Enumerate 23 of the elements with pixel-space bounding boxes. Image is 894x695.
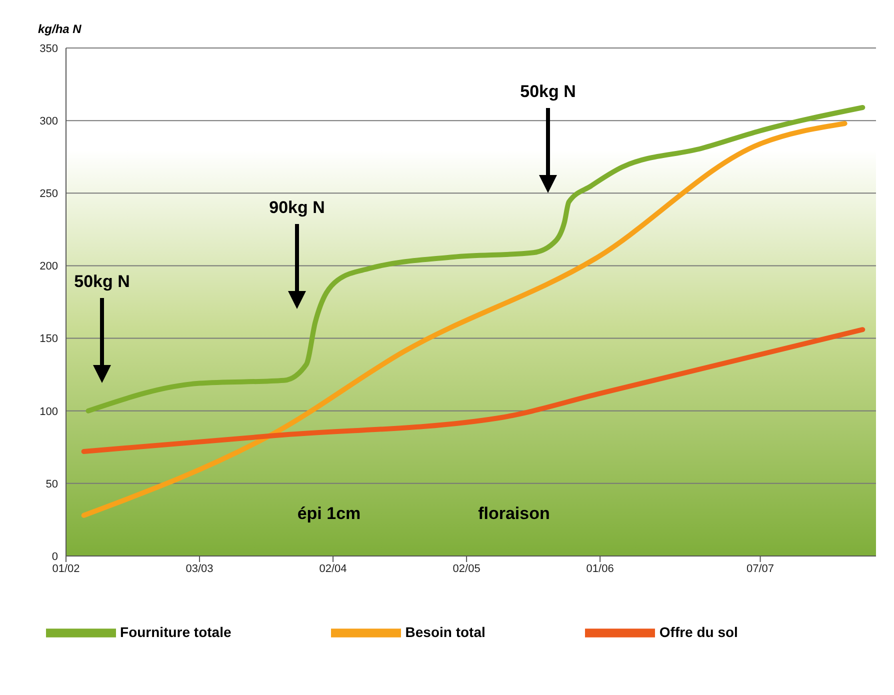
x-tick-label: 02/04 xyxy=(319,562,347,575)
x-tick-label: 03/03 xyxy=(186,562,214,575)
x-tick-label: 01/02 xyxy=(52,562,80,575)
annotation: 50kg N xyxy=(519,82,577,102)
y-tick-label: 200 xyxy=(40,260,58,273)
y-tick-label: 300 xyxy=(40,115,58,128)
y-tick-label: 350 xyxy=(40,42,58,55)
annotation: 90kg N xyxy=(268,198,326,218)
y-tick-label: 0 xyxy=(52,550,58,563)
x-tick-label: 07/07 xyxy=(746,562,774,575)
y-tick-label: 150 xyxy=(40,333,58,346)
y-tick-label: 250 xyxy=(40,188,58,200)
x-tick-label: 01/06 xyxy=(586,562,614,575)
annotation: épi 1cm xyxy=(296,504,362,524)
annotation: 50kg N xyxy=(73,272,131,292)
annotation: floraison xyxy=(477,504,551,524)
y-tick-label: 50 xyxy=(46,478,58,490)
y-axis-title: kg/ha N xyxy=(38,22,82,36)
x-tick-label: 02/05 xyxy=(452,562,480,575)
legend-label: Offre du sol xyxy=(659,624,738,640)
y-tick-label: 100 xyxy=(40,406,58,418)
legend-label: Besoin total xyxy=(405,624,486,640)
legend-label: Fourniture totale xyxy=(120,624,232,640)
